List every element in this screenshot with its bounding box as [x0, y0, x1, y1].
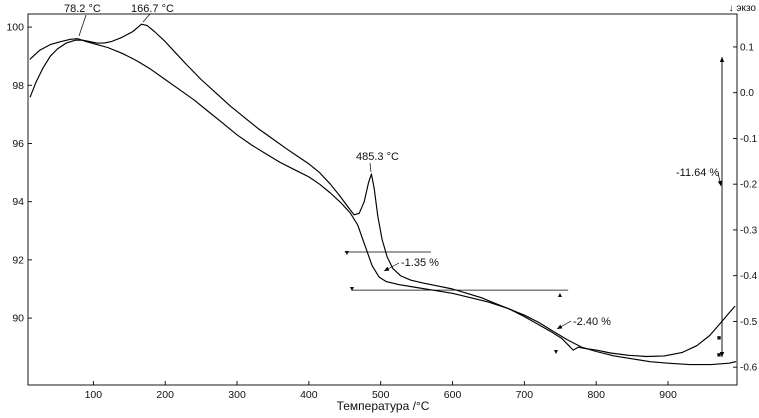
- right-tick-label: -0.4: [740, 271, 758, 282]
- x-tick-label: 400: [300, 389, 318, 401]
- right-tick-label: -0.3: [740, 225, 758, 236]
- markers-group: ▼ ▼ ▲ ▼ ■ ■: [344, 57, 725, 359]
- right-tick-label: -0.2: [740, 180, 758, 191]
- left-tick-label: 98: [12, 80, 24, 92]
- left-tick-label: 92: [12, 254, 24, 266]
- x-tick-label: 200: [156, 389, 174, 401]
- left-tick-label: 96: [12, 138, 24, 150]
- annotation-peak-78-leader: [78, 14, 87, 37]
- x-tick-label: 900: [659, 389, 677, 401]
- x-tick-label: 800: [587, 389, 605, 401]
- step-lines-group: [344, 251, 569, 291]
- curve-marker-6: ■: [717, 352, 721, 359]
- x-tick-label: 100: [85, 389, 103, 401]
- total-arrow-top-head: [719, 57, 725, 62]
- plot-border: [27, 13, 738, 386]
- right-tick-label: 0.0: [740, 88, 754, 99]
- total-arrow-bottom-head: [719, 352, 725, 357]
- x-tick-label: 600: [444, 389, 462, 401]
- left-tick-label: 100: [6, 22, 24, 34]
- plot-frame-group: [27, 13, 738, 386]
- curve-marker-2: ▼: [349, 286, 356, 293]
- right-tick-label: -0.1: [740, 134, 758, 145]
- annotation-step-2-label: -2.40 %: [573, 316, 611, 328]
- x-tick-label: 500: [372, 389, 390, 401]
- right-tick-label: -0.5: [740, 317, 758, 328]
- curve-marker-3: ▲: [557, 292, 564, 299]
- annotation-peak-166-leader: [142, 13, 151, 23]
- annotation-peak-78-label: 78.2 °C: [64, 3, 101, 15]
- x-axis-title: Температура /°C: [337, 399, 430, 413]
- annotation-peak-485-leader: [369, 162, 372, 173]
- right-tick-label: 0.1: [740, 42, 754, 53]
- curve-marker-1: ▼: [344, 250, 351, 257]
- curve-marker-5: ■: [717, 335, 721, 342]
- left-tick-label: 90: [12, 313, 24, 325]
- annotation-step-1-label: -1.35 %: [401, 257, 439, 269]
- axis-ticks-group: 100 200 300 400 500 600 700 800 900 100 98 96 94 92 90…: [6, 22, 757, 401]
- annotation-total-label: -11.64 %: [676, 167, 719, 179]
- dsc-curve: [29, 23, 736, 358]
- left-tick-label: 94: [12, 196, 24, 208]
- curves-group: [29, 23, 737, 366]
- exo-direction-label: ↓ экзо: [729, 3, 757, 14]
- annotation-total-arrowhead: [717, 180, 723, 186]
- right-tick-label: -0.6: [740, 363, 758, 374]
- annotations-group: 78.2 °C 166.7 °C 485.3 °C -1.35 % -2.40 % -11…: [64, 3, 723, 330]
- tg-curve: [29, 38, 737, 366]
- annotation-step-2-arrowhead: [557, 324, 563, 329]
- annotation-step-1-arrowhead: [384, 266, 390, 271]
- annotation-peak-166-label: 166.7 °C: [131, 3, 174, 15]
- annotation-peak-485-label: 485.3 °C: [356, 151, 399, 163]
- curve-marker-4: ▼: [553, 349, 560, 356]
- x-tick-label: 300: [228, 389, 246, 401]
- x-tick-label: 700: [516, 389, 534, 401]
